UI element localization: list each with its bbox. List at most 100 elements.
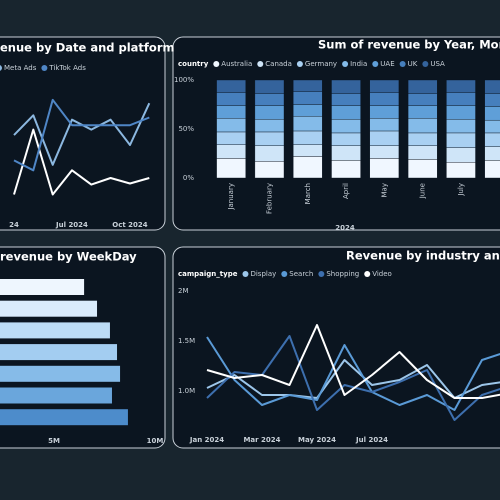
bar-segment bbox=[254, 145, 285, 162]
bar bbox=[0, 344, 118, 361]
bar bbox=[0, 279, 85, 295]
bar-segment bbox=[407, 159, 438, 179]
x-tick-label: Jan 2024 bbox=[189, 436, 224, 444]
series-line bbox=[206, 324, 500, 399]
legend-marker bbox=[399, 61, 406, 67]
chart-title: enue by Date and platform bbox=[0, 41, 175, 55]
x-tick-label: May 2024 bbox=[298, 436, 336, 444]
x-tick-label: Jul 2024 bbox=[355, 436, 388, 444]
bar bbox=[0, 322, 110, 339]
bar-segment bbox=[484, 132, 500, 147]
legend-label: Canada bbox=[265, 60, 292, 68]
x-tick-label: 5M bbox=[48, 437, 60, 445]
legend-label: Video bbox=[372, 270, 392, 278]
chart-title: revenue by WeekDay bbox=[0, 250, 137, 264]
bar-segment bbox=[216, 105, 246, 119]
x-tick-label: April bbox=[342, 183, 350, 199]
bar-segment bbox=[407, 118, 438, 134]
bar-segment bbox=[216, 144, 246, 159]
bar-segment bbox=[331, 79, 361, 94]
legend-title: country bbox=[178, 60, 209, 68]
legend-label: TikTok Ads bbox=[48, 64, 86, 72]
legend-label: Australia bbox=[221, 60, 252, 68]
legend-label: Search bbox=[289, 270, 313, 278]
bar-segment bbox=[407, 145, 438, 160]
bar-segment bbox=[446, 79, 476, 93]
legend-marker bbox=[281, 271, 288, 277]
bar-segment bbox=[484, 93, 500, 107]
bar-segment bbox=[331, 105, 361, 120]
bar bbox=[0, 409, 128, 426]
bar-segment bbox=[331, 160, 361, 179]
bar-segment bbox=[216, 79, 246, 93]
legend-label: Meta Ads bbox=[4, 64, 37, 72]
x-tick-label: January bbox=[227, 183, 235, 211]
bar-segment bbox=[254, 79, 285, 94]
bar-segment bbox=[216, 158, 246, 179]
legend-marker bbox=[422, 61, 429, 67]
bar-segment bbox=[292, 104, 323, 117]
x-tick-label: Oct 2024 bbox=[112, 221, 147, 229]
legend-marker bbox=[242, 271, 249, 277]
bar-segment bbox=[484, 160, 500, 179]
x-tick-label: 10M bbox=[147, 437, 164, 445]
bar-segment bbox=[407, 79, 438, 94]
legend-label: Shopping bbox=[326, 270, 359, 278]
bar-segment bbox=[446, 132, 476, 148]
bar-segment bbox=[292, 79, 323, 92]
y-tick-label: 1.0M bbox=[178, 387, 195, 395]
bar-segment bbox=[369, 158, 400, 179]
x-tick-label: 24 bbox=[9, 221, 19, 229]
bar-segment bbox=[484, 79, 500, 94]
bar-segment bbox=[331, 132, 361, 146]
bar-segment bbox=[292, 91, 323, 105]
bar-segment bbox=[484, 106, 500, 121]
bar-segment bbox=[369, 130, 400, 146]
bar-segment bbox=[369, 79, 400, 93]
x-tick-label: May bbox=[380, 183, 388, 197]
legend-label: UAE bbox=[380, 60, 394, 68]
legend-marker bbox=[342, 61, 349, 67]
legend-marker bbox=[364, 271, 371, 277]
bar bbox=[0, 300, 98, 317]
chart-title: Sum of revenue by Year, Month and bbox=[318, 38, 500, 52]
bar-segment bbox=[407, 105, 438, 119]
x-tick-label: March bbox=[304, 183, 312, 204]
bar-segment bbox=[254, 105, 285, 120]
bar-segment bbox=[254, 161, 285, 179]
bar bbox=[0, 387, 112, 404]
bar-segment bbox=[446, 147, 476, 163]
legend-marker bbox=[296, 61, 303, 67]
y-tick-label: 100% bbox=[174, 76, 194, 84]
bar-segment bbox=[369, 105, 400, 119]
legend-label: UK bbox=[408, 60, 418, 68]
y-tick-label: 50% bbox=[178, 125, 194, 133]
legend-marker bbox=[41, 65, 48, 71]
legend-marker bbox=[257, 61, 264, 67]
bar-segment bbox=[331, 145, 361, 161]
legend-marker bbox=[318, 271, 325, 277]
bar-segment bbox=[254, 93, 285, 106]
bar-segment bbox=[216, 118, 246, 133]
bar-segment bbox=[292, 130, 323, 145]
bar-segment bbox=[369, 145, 400, 159]
bar-segment bbox=[216, 131, 246, 145]
y-tick-label: 0% bbox=[183, 174, 194, 182]
bar-segment bbox=[446, 105, 476, 120]
bar-segment bbox=[484, 146, 500, 161]
bar-segment bbox=[446, 118, 476, 134]
chart-title: Revenue by industry and cour bbox=[346, 249, 500, 263]
bar-segment bbox=[331, 118, 361, 134]
bar-segment bbox=[254, 118, 285, 133]
legend-marker bbox=[0, 65, 2, 71]
x-tick-label: June bbox=[419, 183, 427, 199]
legend-title: campaign_type bbox=[178, 270, 238, 278]
bar-segment bbox=[407, 132, 438, 146]
x-tick-label: Jul 2024 bbox=[55, 221, 88, 229]
bar-segment bbox=[216, 92, 246, 106]
x-tick-label: February bbox=[265, 183, 273, 214]
legend-marker bbox=[213, 61, 220, 67]
bar-segment bbox=[369, 118, 400, 132]
bar-segment bbox=[407, 93, 438, 106]
